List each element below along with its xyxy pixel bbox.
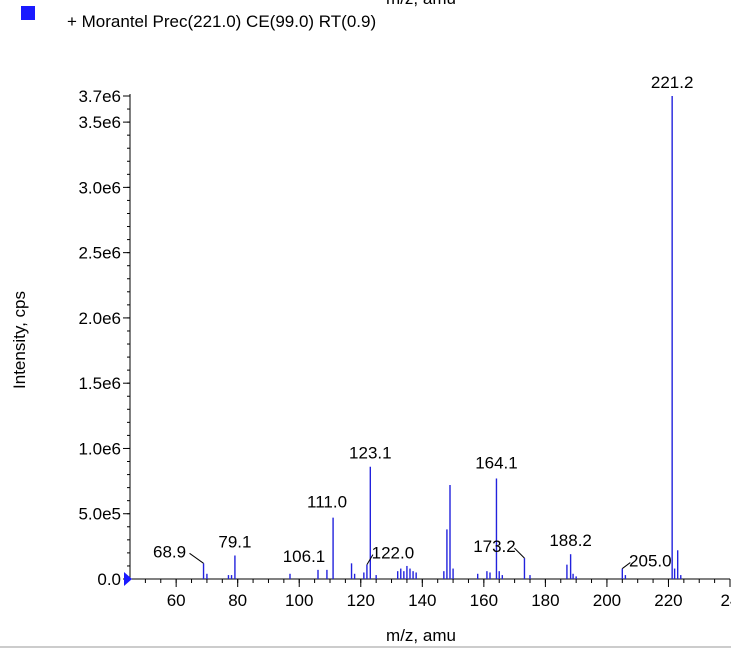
x-tick-label: 120: [347, 591, 375, 610]
peak-label: 221.2: [651, 73, 694, 92]
legend-swatch: [21, 6, 35, 20]
x-tick-label: 220: [654, 591, 682, 610]
y-tick-label: 2.5e6: [78, 244, 121, 263]
peak-label-leader: [514, 547, 525, 559]
peak-label: 123.1: [349, 444, 392, 463]
y-tick-label: 5.0e5: [78, 505, 121, 524]
x-tick-label: 60: [167, 591, 186, 610]
top-axis-label-cropped: m/z, amu: [386, 0, 456, 8]
peak-label: 188.2: [549, 531, 592, 550]
peak-label: 68.9: [153, 542, 186, 561]
peaks: [202, 96, 682, 579]
legend-label: + Morantel Prec(221.0) CE(99.0) RT(0.9): [67, 12, 376, 31]
peak-label: 111.0: [307, 493, 347, 512]
x-tick-label: 100: [285, 591, 313, 610]
x-tick-label: 160: [470, 591, 498, 610]
x-tick-label: 140: [408, 591, 436, 610]
x-tick-label: 24: [721, 591, 731, 610]
peak-label-leader: [366, 554, 374, 565]
peak-labels: 68.9 79.1 106.1 111.0 122.0 123.1 164.1 173.2 18…: [153, 73, 693, 571]
peak-label: 164.1: [475, 453, 518, 472]
y-tick-label: 3.7e6: [78, 87, 121, 106]
peak-label: 173.2: [473, 537, 516, 556]
peak-label: 122.0: [372, 544, 415, 563]
peak-label: 205.0: [629, 552, 672, 571]
y-tick-label: 3.0e6: [78, 178, 121, 197]
x-tick-label: 180: [531, 591, 559, 610]
peak-label-leader: [622, 562, 631, 569]
peak-label: 79.1: [218, 533, 251, 552]
y-tick-label: 1.0e6: [78, 439, 121, 458]
y-axis-title: Intensity, cps: [10, 291, 29, 389]
x-tick-label: 80: [228, 591, 247, 610]
peak-label: 106.1: [283, 547, 326, 566]
y-tick-label: 0.0: [97, 570, 121, 589]
peak-label-leader: [189, 552, 204, 564]
y-tick-label: 2.0e6: [78, 309, 121, 328]
origin-marker: [124, 572, 132, 586]
x-tick-label: 200: [593, 591, 621, 610]
axes: 0.0 5.0e5 1.0e6 1.5e6 2.0e6 2.5e6 3.0e6 3.5e6 3.…: [78, 87, 731, 610]
x-axis-title: m/z, amu: [386, 626, 456, 645]
y-tick-label: 3.5e6: [78, 113, 121, 132]
y-tick-label: 1.5e6: [78, 374, 121, 393]
